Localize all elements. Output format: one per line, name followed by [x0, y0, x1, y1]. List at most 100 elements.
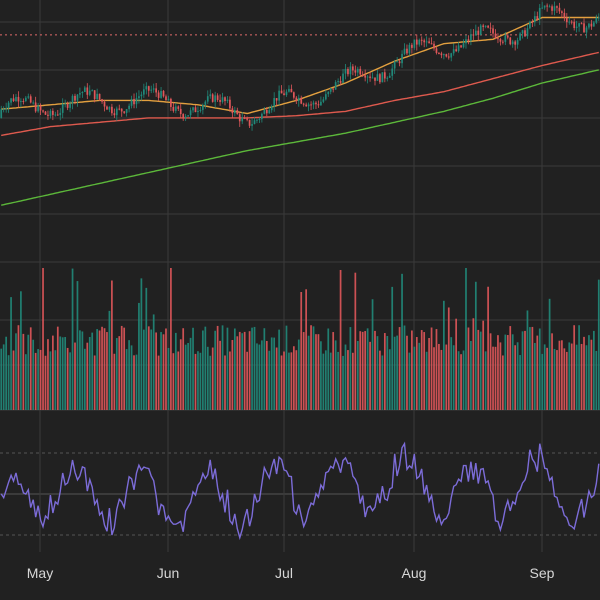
- ma_slow-line: [1, 69, 599, 206]
- candle-down: [56, 114, 59, 116]
- volume-bar: [578, 325, 580, 410]
- candle-down: [447, 56, 450, 58]
- volume-bar: [167, 347, 170, 410]
- volume-bar: [253, 326, 256, 410]
- volume-bar: [155, 332, 158, 410]
- volume-bar: [241, 333, 244, 410]
- volume-bar: [526, 310, 529, 410]
- candle-up: [76, 94, 79, 101]
- volume-bar: [332, 332, 335, 410]
- volume-bar: [0, 348, 3, 410]
- candle-down: [231, 108, 234, 114]
- volume-bar: [401, 273, 403, 410]
- volume-bar: [226, 327, 229, 410]
- volume-bar: [91, 332, 94, 410]
- volume-bar: [514, 345, 517, 410]
- candle-down: [369, 76, 371, 78]
- volume-bar: [157, 355, 160, 410]
- candle-down: [103, 101, 106, 107]
- volume-bar: [428, 338, 430, 410]
- candle-up: [37, 105, 39, 112]
- candle-up: [521, 30, 524, 34]
- volume-bar: [575, 344, 578, 410]
- volume-bar: [465, 268, 467, 410]
- volume-bar: [233, 328, 236, 410]
- candle-down: [565, 17, 568, 23]
- grid: [0, 0, 600, 552]
- candle-up: [538, 7, 541, 20]
- candle-up: [273, 98, 276, 107]
- volume-bar: [349, 327, 352, 410]
- candle-down: [580, 23, 583, 25]
- candle-down: [438, 52, 440, 54]
- volume-bar: [474, 281, 477, 410]
- volume-bar: [379, 350, 381, 410]
- volume-bar: [52, 335, 54, 410]
- candle-up: [214, 95, 217, 102]
- volume-bar: [359, 331, 362, 410]
- candle-up: [59, 112, 62, 116]
- candle-up: [533, 16, 536, 23]
- volume-bar: [297, 339, 300, 410]
- volume-bar: [320, 341, 322, 410]
- candle-down: [573, 21, 576, 28]
- volume-bar: [305, 289, 308, 410]
- volume-bar: [376, 336, 379, 410]
- candle-up: [81, 91, 84, 94]
- candle-up: [371, 77, 374, 79]
- candle-down: [238, 114, 241, 122]
- volume-bar: [344, 344, 347, 410]
- candle-up: [462, 43, 465, 48]
- volume-bar: [411, 330, 413, 410]
- candle-up: [187, 115, 189, 117]
- volume-bar: [438, 343, 440, 410]
- volume-bar: [295, 350, 298, 410]
- candle-down: [364, 75, 367, 78]
- volume-bar: [324, 350, 327, 410]
- candle-down: [123, 111, 126, 113]
- volume-bar: [10, 297, 12, 410]
- candle-up: [7, 102, 10, 109]
- volume-bar: [189, 337, 192, 410]
- candle-down: [147, 86, 150, 91]
- candle-up: [585, 27, 588, 33]
- candle-up: [322, 99, 325, 102]
- volume-bar: [590, 339, 593, 410]
- volume-bar: [565, 351, 568, 410]
- candle-up: [24, 97, 27, 102]
- candle-up: [592, 22, 595, 27]
- volume-bar: [334, 340, 337, 410]
- candle-up: [324, 94, 327, 100]
- candle-down: [379, 74, 381, 83]
- volume-bar: [396, 335, 398, 410]
- candle-down: [44, 111, 47, 115]
- candle-down: [347, 68, 349, 75]
- volume-bar: [192, 327, 194, 410]
- candle-up: [356, 68, 359, 73]
- volume-bar: [172, 353, 175, 410]
- candle-up: [516, 40, 519, 45]
- candle-down: [133, 99, 135, 105]
- volume-bar: [71, 268, 74, 410]
- volume-bar: [433, 347, 435, 410]
- volume-bar: [519, 355, 521, 410]
- candle-up: [320, 101, 322, 106]
- candle-up: [54, 114, 57, 116]
- volume-bar: [366, 328, 369, 410]
- candle-up: [470, 34, 472, 41]
- volume-bar: [477, 329, 480, 410]
- volume-bar: [285, 325, 288, 410]
- volume-bar: [184, 344, 187, 410]
- candle-up: [381, 72, 384, 83]
- candle-down: [283, 93, 285, 96]
- volume-bar: [214, 330, 217, 410]
- volume-bar: [470, 340, 472, 410]
- candle-down: [428, 41, 430, 44]
- candle-down: [310, 104, 312, 106]
- candle-down: [243, 117, 246, 119]
- candle-up: [548, 6, 551, 8]
- candle-up: [452, 49, 455, 54]
- candle-down: [497, 38, 499, 40]
- volume-bar: [56, 326, 59, 410]
- candle-down: [34, 102, 37, 112]
